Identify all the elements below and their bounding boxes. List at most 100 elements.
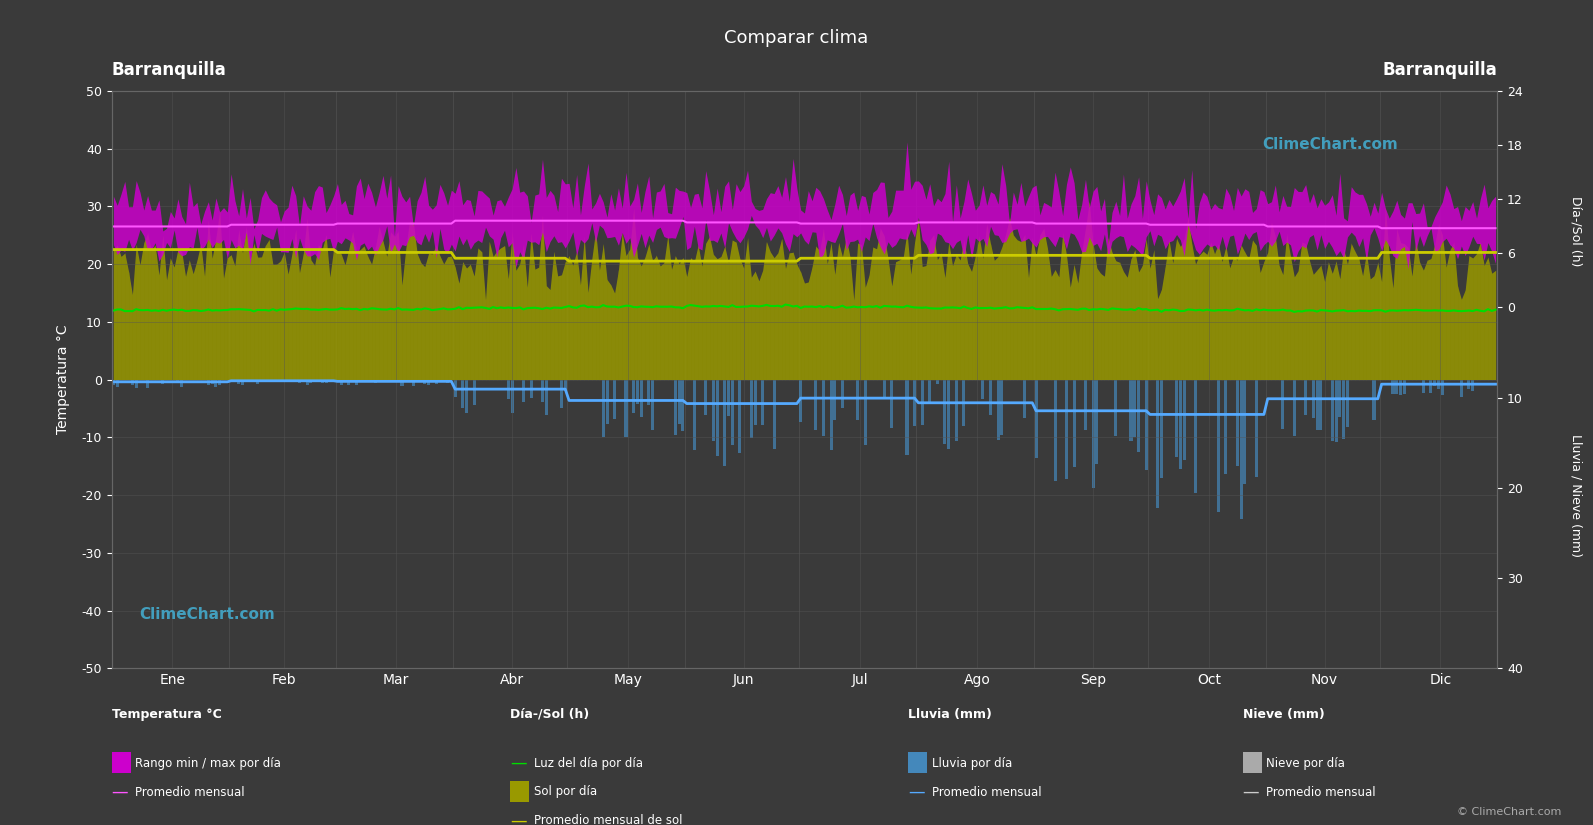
Bar [309,380,312,383]
Bar [564,380,567,391]
Text: Rango min / max por día: Rango min / max por día [135,757,282,770]
Bar [677,380,680,424]
Text: Sol por día: Sol por día [534,785,597,799]
Bar [753,380,757,425]
Bar [1160,380,1163,478]
Bar [715,380,718,455]
Text: Promedio mensual: Promedio mensual [1266,785,1376,799]
Text: Promedio mensual de sol: Promedio mensual de sol [534,814,682,825]
Bar [1023,380,1026,418]
Bar [400,380,403,386]
Bar [325,380,328,383]
Bar [833,380,836,420]
Bar [1195,380,1196,493]
Text: —: — [908,783,924,801]
Bar [1096,380,1098,464]
Text: Nieve por día: Nieve por día [1266,757,1346,770]
Bar [624,380,628,436]
Bar [822,380,825,436]
Bar [1346,380,1349,427]
Bar [981,380,984,399]
Bar [1330,380,1333,441]
Bar [237,380,241,384]
Bar [180,380,183,388]
Bar [1255,380,1258,478]
Bar [454,380,457,397]
Bar [465,380,468,412]
Bar [943,380,946,444]
Bar [559,380,562,408]
Bar [306,380,309,384]
Bar [542,380,543,403]
Bar [435,380,438,384]
Bar [290,380,293,383]
Bar [218,380,221,384]
Bar [632,380,636,413]
Bar [424,380,427,384]
Bar [905,380,908,455]
Bar [712,380,715,441]
Text: —: — [510,812,526,825]
Bar [1176,380,1179,457]
Bar [1316,380,1319,430]
Bar [177,380,180,384]
Bar [507,380,510,399]
Text: ClimeChart.com: ClimeChart.com [1262,137,1397,152]
Text: © ClimeChart.com: © ClimeChart.com [1456,807,1561,817]
Bar [147,380,150,389]
Bar [1182,380,1185,460]
Bar [241,380,244,384]
Bar [545,380,548,414]
Text: Promedio mensual: Promedio mensual [135,785,245,799]
Bar [1157,380,1160,508]
Text: ClimeChart.com: ClimeChart.com [139,607,276,622]
Bar [1091,380,1094,488]
Bar [374,380,378,384]
Text: Comparar clima: Comparar clima [725,29,868,47]
Bar [1373,380,1375,420]
Bar [320,380,323,383]
Bar [883,380,886,398]
Bar [636,380,639,404]
Text: —: — [112,783,127,801]
Bar [613,380,616,419]
Text: Barranquilla: Barranquilla [1383,61,1497,79]
Bar [962,380,965,426]
Bar [1403,380,1407,394]
Bar [1217,380,1220,512]
Bar [135,380,137,389]
Bar [652,380,655,430]
Bar [935,380,938,384]
Bar [1467,380,1470,389]
Bar [1472,380,1474,392]
Bar [640,380,642,417]
Bar [830,380,833,450]
Bar [314,380,315,382]
Bar [215,380,218,387]
Bar [1281,380,1284,429]
Bar [1294,380,1295,436]
Bar [1129,380,1133,441]
Bar [674,380,677,436]
Bar [1083,380,1086,430]
Bar [723,380,726,466]
Bar [427,380,430,385]
Bar [1391,380,1394,394]
Bar [210,380,213,384]
Text: Luz del día por día: Luz del día por día [534,757,642,770]
Bar [116,380,119,387]
Bar [929,380,932,404]
Bar [761,380,765,426]
Bar [1137,380,1141,452]
Bar [207,380,210,385]
Bar [1072,380,1075,467]
Bar [890,380,894,428]
Bar [1335,380,1338,442]
Bar [473,380,476,405]
Text: Lluvia / Nieve (mm): Lluvia / Nieve (mm) [1569,433,1582,557]
Bar [1145,380,1147,469]
Bar [954,380,957,441]
Bar [1434,380,1437,386]
Bar [948,380,951,450]
Bar [1000,380,1004,435]
